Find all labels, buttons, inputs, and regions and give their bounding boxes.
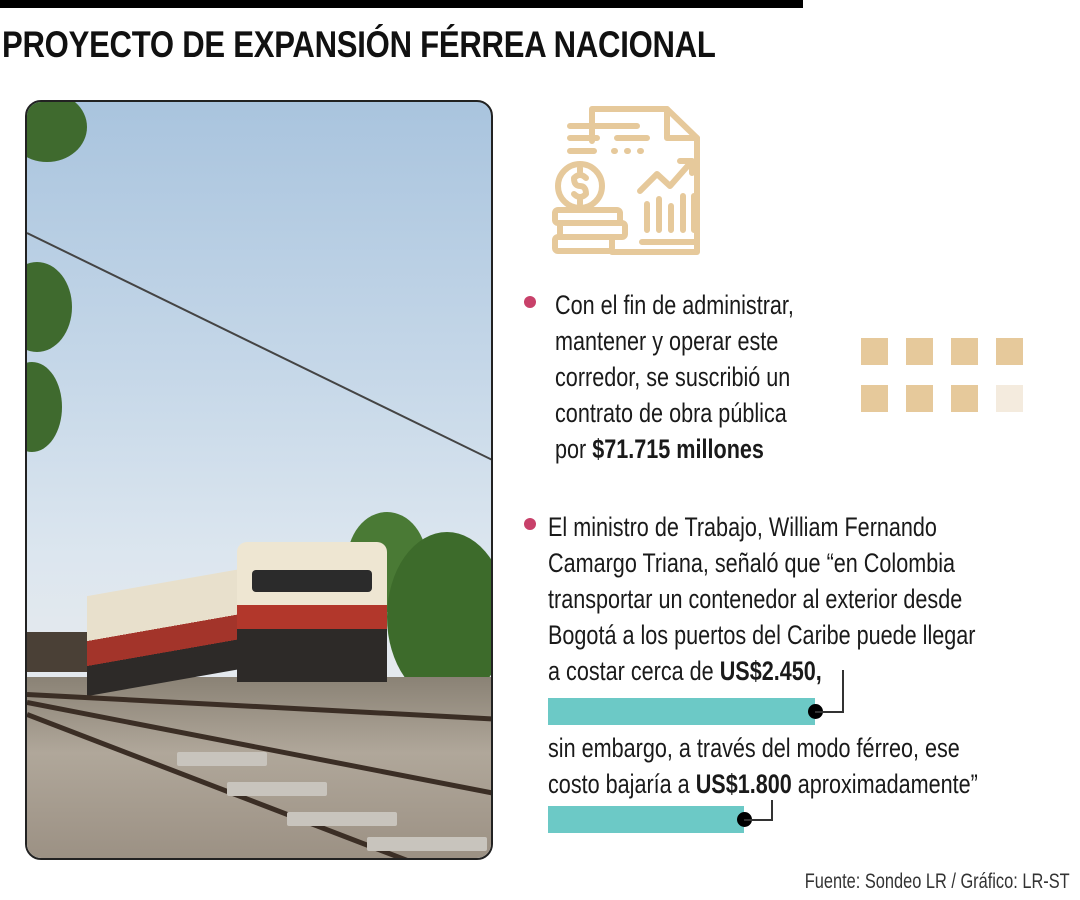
page-title: PROYECTO DE EXPANSIÓN FÉRREA NACIONAL [2, 24, 716, 65]
decor-square [906, 338, 933, 365]
decor-square [906, 385, 933, 412]
text: costo bajaría a [548, 769, 696, 799]
text-line: Con el fin de administrar, [555, 290, 794, 320]
text-line: a costar cerca de US$2.450, [548, 653, 975, 689]
contract-amount: $71.715 millones [592, 434, 764, 464]
sleeper [367, 837, 487, 851]
locomotive [87, 542, 387, 697]
text-line: Camargo Triana, señaló que “en Colombia [548, 548, 956, 578]
bullet-dot [524, 296, 536, 308]
top-rule [0, 0, 803, 8]
train-photo [25, 100, 493, 860]
tree [387, 532, 491, 702]
text: a costar cerca de [548, 656, 720, 686]
text: por [555, 434, 593, 464]
text-line: transportar un contenedor al exterior de… [548, 584, 963, 614]
text-line: por $71.715 millones [555, 431, 794, 467]
leader-line [771, 800, 774, 821]
text-line: mantener y operar este [555, 326, 779, 356]
bullet-dot [524, 518, 536, 530]
tree [27, 102, 87, 162]
leader-line [842, 670, 844, 713]
bullet-2-text: El ministro de Trabajo, William Fernando… [548, 509, 975, 689]
bullet-2-text-cont: sin embargo, a través del modo férreo, e… [548, 730, 978, 802]
tree [27, 262, 72, 352]
bullet-1-text: Con el fin de administrar, mantener y op… [555, 287, 794, 467]
text-line: Bogotá a los puertos del Caribe puede ll… [548, 620, 976, 650]
decor-square [996, 338, 1023, 365]
decor-square [861, 385, 888, 412]
text-line: corredor, se suscribió un [555, 362, 791, 392]
sleeper [227, 782, 327, 796]
sleeper [287, 812, 397, 826]
leader-line [815, 711, 842, 713]
decor-square [861, 338, 888, 365]
text-line: contrato de obra pública [555, 398, 787, 428]
sleeper [177, 752, 267, 766]
value-label-2: US$1.800 [695, 769, 792, 799]
decor-square [951, 338, 978, 365]
freight-cars [27, 632, 87, 672]
value-label-1: US$2.450, [719, 656, 822, 686]
bar-2 [548, 806, 745, 833]
leader-line [744, 819, 772, 821]
financial-report-icon [552, 106, 700, 255]
text-line: sin embargo, a través del modo férreo, e… [548, 733, 960, 763]
source-credit: Fuente: Sondeo LR / Gráfico: LR-ST [805, 870, 1070, 893]
text: aproximadamente” [791, 769, 978, 799]
text-line: costo bajaría a US$1.800 aproximadamente… [548, 766, 978, 802]
tree [27, 362, 62, 452]
bar-1 [548, 698, 815, 725]
power-line [27, 232, 491, 462]
decor-square [996, 385, 1023, 412]
decor-square [951, 385, 978, 412]
text-line: El ministro de Trabajo, William Fernando [548, 512, 937, 542]
